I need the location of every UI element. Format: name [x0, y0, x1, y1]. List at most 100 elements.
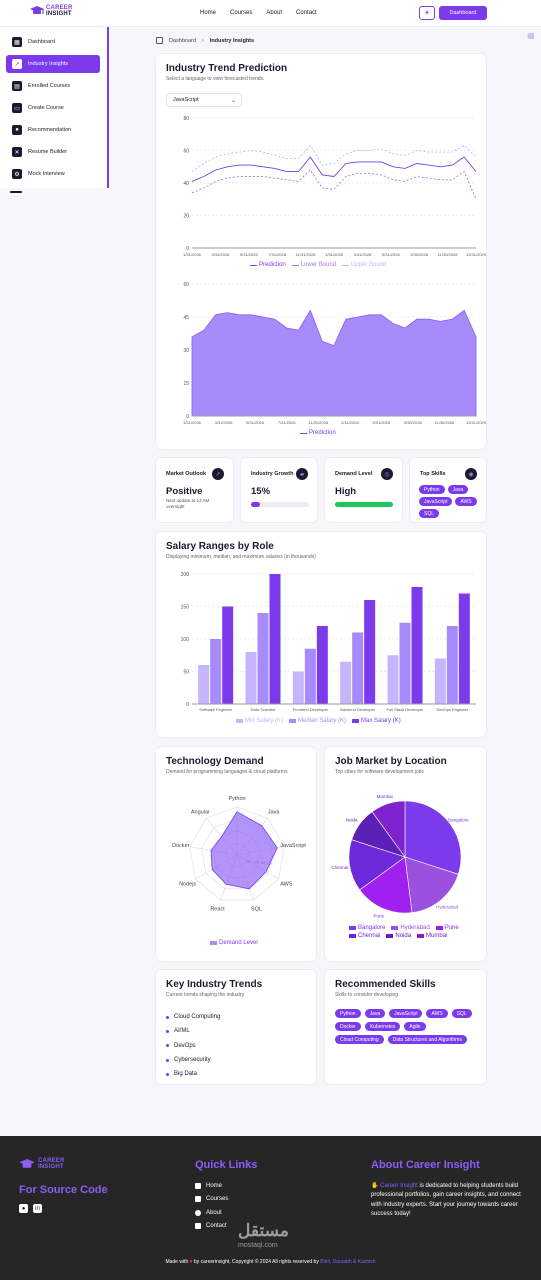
footer-logo-line1: CAREER [38, 1158, 65, 1164]
x-tick-label: Full Stack Developer [387, 707, 425, 712]
chart-icon: ▰ [296, 468, 308, 480]
legend-bangalore[interactable]: Bangalore [349, 925, 385, 931]
chevron-right-icon: › [201, 37, 204, 44]
pie-slice-label: Noida [346, 817, 358, 822]
bullet-icon [166, 1029, 169, 1033]
legend-noida[interactable]: Noida [386, 933, 411, 939]
sidebar-item-mock-interview[interactable]: ⚙ Mock Interview [6, 165, 100, 183]
growth-progress-track [251, 502, 309, 507]
nav-contact[interactable]: Contact [296, 10, 317, 16]
legend-lower-bound[interactable]: Lower Bound [291, 262, 336, 268]
trend-icon: ↗ [12, 59, 22, 69]
sidebar-item-resume-builder[interactable]: ✕ Resume Builder [6, 143, 100, 161]
theme-toggle-button[interactable]: ☀ [419, 6, 435, 20]
grid-icon: ▦ [12, 37, 22, 47]
radar-axis-label: React [210, 907, 225, 913]
logo-line1: CAREER [46, 5, 73, 11]
sidebar-item-recommendation[interactable]: ● Recommendation [6, 121, 100, 139]
radar-axis-label: AWS [280, 882, 293, 888]
growth-value: 15% [251, 486, 271, 497]
bar [316, 626, 328, 704]
x-tick-label: 11/30/2028 [435, 420, 455, 425]
legend-upper-bound[interactable]: Upper Bound [342, 262, 386, 268]
demand-value: High [335, 486, 357, 497]
dashboard-button[interactable]: Dashboard [439, 6, 487, 20]
bullet-icon [166, 1015, 169, 1019]
tech-legend[interactable]: Demand Level [210, 940, 258, 946]
salary-card: Salary Ranges by Role Displaying minimum… [155, 531, 487, 738]
language-select[interactable]: JavaScript ⌄ [166, 93, 242, 107]
bar [458, 593, 470, 704]
x-tick-label: 5/31/2026 [240, 252, 259, 257]
sidebar-item-enrolled-courses[interactable]: ▤ Enrolled Courses [6, 77, 100, 95]
home-icon [195, 1182, 201, 1189]
x-tick-label: 3/31/2026 [215, 420, 234, 425]
footer-link-contact[interactable]: Contact [195, 1220, 228, 1234]
github-icon[interactable]: ● [19, 1204, 28, 1213]
breadcrumb-parent[interactable]: Dashboard [169, 37, 196, 44]
tech-subtitle: Demand for programming languages & cloud… [166, 769, 288, 775]
tools-icon: ✕ [12, 147, 22, 157]
skill-pill: JavaScript [389, 1009, 423, 1018]
key-trends-subtitle: Current trends shaping the industry [166, 992, 245, 998]
footer-link-courses[interactable]: Courses [195, 1193, 228, 1207]
legend-pune[interactable]: Pune [435, 925, 459, 931]
sidebar-item-create-course[interactable]: ▭ Create Course [6, 99, 100, 117]
panel-toggle-icon[interactable] [156, 37, 163, 44]
linkedin-icon[interactable]: in [33, 1204, 42, 1213]
market-outlook-card: Market Outlook ↗ Positive Next update at… [155, 457, 234, 523]
bar [411, 587, 423, 704]
radar-axis-label: Python [228, 796, 245, 802]
file-icon: ▭ [12, 103, 22, 113]
radar-axis-label: Angular [191, 809, 210, 815]
nav-courses[interactable]: Courses [230, 10, 253, 16]
nav-about[interactable]: About [266, 10, 283, 16]
legend-chennai[interactable]: Chennai [349, 933, 380, 939]
about-text: ✋ Career Insight is dedicated to helping… [371, 1182, 521, 1219]
layout-icon[interactable]: ▦ [527, 31, 535, 40]
legend-prediction[interactable]: Prediction [250, 262, 286, 268]
footer-logo[interactable]: CAREER INSIGHT [19, 1158, 65, 1170]
breadcrumb: Dashboard › Industry Insights [156, 37, 254, 44]
bar [304, 648, 316, 704]
skill-pill: SQL [451, 1009, 472, 1018]
y-tick-label: 60 [183, 149, 189, 155]
footer-link-home[interactable]: Home [195, 1179, 228, 1193]
wave-icon: ✋ [371, 1183, 379, 1189]
y-tick-label: 0 [186, 414, 189, 420]
trend-card: Industry Trend Prediction Select a langu… [155, 53, 487, 450]
area-legend[interactable]: Prediction [300, 430, 336, 436]
bar [245, 652, 257, 704]
top-header: CAREER INSIGHT Home Courses About Contac… [0, 0, 541, 27]
legend-hyderabad[interactable]: Hyderabad [391, 925, 430, 931]
x-tick-label: 7/31/2026 [268, 252, 287, 257]
logo[interactable]: CAREER INSIGHT [30, 5, 73, 17]
nav-home[interactable]: Home [200, 10, 217, 16]
x-tick-label: 11/31/2026 [308, 420, 328, 425]
footer-link-about[interactable]: About [195, 1206, 228, 1220]
radar-axis-label: Nodejs [179, 882, 196, 888]
legend-max[interactable]: Max Salary (K) [352, 718, 401, 724]
pie-slice [348, 839, 406, 891]
author-names[interactable]: Binit, Saurabh & Kashish [320, 1259, 376, 1265]
key-trends-card: Key Industry Trends Current trends shapi… [155, 969, 317, 1085]
y-tick-label: 200 [181, 572, 190, 578]
y-tick-label: 60 [183, 282, 189, 288]
industry-growth-card: Industry Growth ▰ 15% [240, 457, 318, 523]
bar [446, 626, 458, 704]
sidebar-scroll-indicator[interactable] [10, 191, 22, 193]
skill-pill: AWS [455, 497, 477, 506]
salary-bar-chart: 0 50 100 150 200 Software Engineer Data Scient… [181, 572, 476, 712]
book-icon [195, 1196, 201, 1203]
bar [364, 600, 376, 704]
sidebar-item-dashboard[interactable]: ▦ Dashboard [6, 33, 100, 51]
trend-title: Industry Trend Prediction [166, 63, 288, 74]
social-links: ● in [19, 1204, 42, 1213]
sidebar-item-industry-insights[interactable]: ↗ Industry Insights [6, 55, 100, 73]
legend-median[interactable]: Median Salary (K) [289, 718, 346, 724]
legend-mumbai[interactable]: Mumbai [417, 933, 447, 939]
legend-min[interactable]: Min Salary (K) [236, 718, 283, 724]
bar [387, 655, 399, 704]
outlook-note: Next update at 12 AM overnight [166, 498, 210, 509]
about-title: About Career Insight [371, 1159, 480, 1171]
